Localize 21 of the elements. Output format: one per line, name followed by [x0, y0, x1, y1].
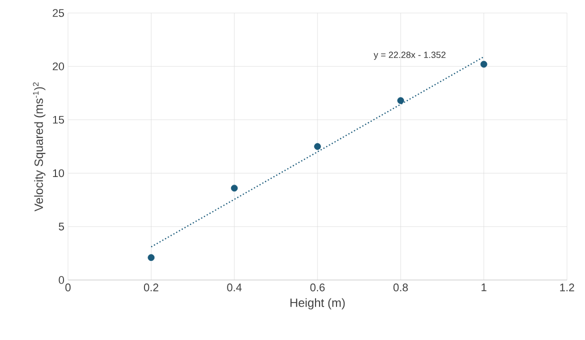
x-axis-title: Height (m) — [290, 298, 345, 310]
y-axis-title: Velocity Squared (ms$^{-1}$)$^{2}$ — [32, 82, 46, 212]
y-tick-label: 25 — [52, 9, 64, 17]
y-tick-label: 10 — [53, 169, 64, 178]
point — [397, 97, 404, 104]
y-tick-label: 5 — [58, 222, 64, 230]
point — [314, 143, 321, 150]
y-tick-label: 15 — [53, 116, 64, 124]
point — [148, 254, 155, 261]
x-tick-label: 0.8 — [393, 284, 408, 292]
x-tick-label: 0.2 — [144, 284, 158, 292]
point — [230, 184, 238, 192]
y-tick-label: 0 — [58, 276, 64, 284]
x-tick-label: 1 — [482, 284, 486, 292]
point — [480, 60, 488, 68]
x-tick-label: 0 — [65, 284, 71, 292]
x-tick-label: 1.2 — [560, 284, 574, 292]
y-tick-label: 20 — [52, 62, 64, 70]
annotation: y = 22.28x - 1.352 — [374, 52, 446, 60]
x-tick-label: 0.6 — [310, 284, 325, 292]
x-tick-label: 0.4 — [227, 284, 242, 292]
